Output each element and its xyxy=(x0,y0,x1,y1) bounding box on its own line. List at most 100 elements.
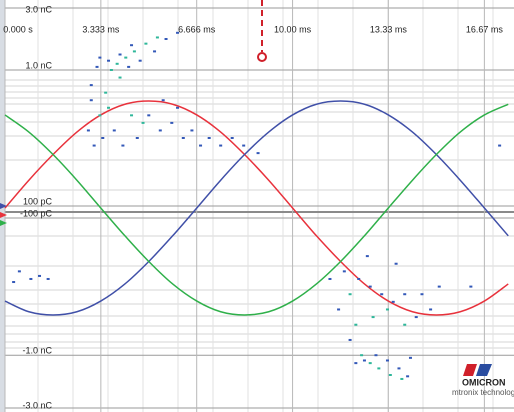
y-tick-label: 1.0 nC xyxy=(25,60,52,70)
discharge-point xyxy=(147,114,151,117)
discharge-point xyxy=(153,50,157,53)
discharge-point xyxy=(360,354,364,357)
discharge-point xyxy=(107,106,111,109)
marker-blue xyxy=(0,203,7,209)
discharge-point xyxy=(107,59,111,62)
grid xyxy=(4,0,514,412)
discharge-point xyxy=(29,277,33,280)
discharge-point xyxy=(365,255,369,258)
discharge-point xyxy=(400,377,404,380)
x-tick-label: 3.333 ms xyxy=(82,24,120,34)
discharge-point xyxy=(420,293,424,296)
discharge-point xyxy=(362,359,366,362)
discharge-point xyxy=(164,38,168,40)
discharge-point xyxy=(429,308,433,311)
discharge-point xyxy=(98,114,102,117)
wave-line xyxy=(4,103,509,316)
discharge-point xyxy=(118,76,122,79)
discharge-point xyxy=(397,367,401,370)
discharge-point xyxy=(144,42,148,45)
discharge-point xyxy=(357,277,361,280)
discharge-point xyxy=(89,84,93,87)
discharge-point xyxy=(158,129,162,132)
discharge-point xyxy=(469,285,473,288)
logo-mark xyxy=(476,364,492,376)
discharge-point xyxy=(406,375,410,378)
y-tick-label: -3.0 nC xyxy=(22,400,52,410)
discharge-point xyxy=(368,285,372,288)
discharge-point xyxy=(385,359,389,362)
x-tick-label: 13.33 ms xyxy=(370,24,408,34)
discharge-point xyxy=(155,36,159,39)
logo-tagline: mtronix technology xyxy=(452,388,514,397)
wave-line xyxy=(4,100,509,316)
discharge-point xyxy=(104,91,108,94)
y-tick-label: 100 pC xyxy=(23,196,53,206)
discharge-point xyxy=(199,144,203,147)
wave-line xyxy=(4,100,509,316)
discharge-point xyxy=(127,65,131,68)
discharge-point xyxy=(161,99,165,102)
discharge-point xyxy=(408,356,412,359)
discharge-point xyxy=(391,300,395,303)
discharge-point xyxy=(498,144,502,147)
discharge-point xyxy=(394,262,398,265)
discharge-point xyxy=(170,121,174,124)
discharge-point xyxy=(92,144,96,147)
discharge-point xyxy=(377,367,381,370)
discharge-point xyxy=(181,137,185,139)
discharge-point xyxy=(98,56,102,59)
discharge-point xyxy=(109,69,113,71)
x-tick-label: 16.67 ms xyxy=(466,24,504,34)
logo-name: OMICRON xyxy=(462,377,506,387)
discharge-point xyxy=(403,293,407,296)
discharge-point xyxy=(89,99,93,102)
discharge-point xyxy=(141,121,145,124)
y-tick-label: -100 pC xyxy=(20,208,53,218)
marker-green xyxy=(0,220,7,226)
discharge-point xyxy=(380,293,384,296)
discharge-point xyxy=(86,129,90,132)
marks xyxy=(4,31,509,380)
marker-red xyxy=(0,212,7,218)
discharge-point xyxy=(95,65,99,68)
discharge-point xyxy=(242,144,246,147)
discharge-point xyxy=(118,53,122,56)
discharge-point xyxy=(371,316,375,319)
discharge-point xyxy=(132,50,136,53)
discharge-point xyxy=(354,323,358,326)
x-tick-label: 0.000 s xyxy=(3,24,33,34)
logo-mark xyxy=(463,364,477,376)
discharge-point xyxy=(374,354,378,357)
discharge-point xyxy=(38,274,42,277)
discharge-point xyxy=(354,362,358,365)
x-tick-label: 6.666 ms xyxy=(178,24,216,34)
y-tick-label: 3.0 nC xyxy=(25,4,52,14)
discharge-point xyxy=(112,129,116,132)
discharge-point xyxy=(342,270,346,273)
discharge-point xyxy=(130,114,134,117)
discharge-point xyxy=(190,129,194,132)
discharge-point xyxy=(46,277,50,280)
discharge-point xyxy=(121,144,125,147)
discharge-point xyxy=(403,323,407,326)
discharge-point xyxy=(115,62,119,65)
discharge-point xyxy=(337,308,341,311)
discharge-point xyxy=(230,137,234,139)
discharge-point xyxy=(17,270,21,273)
discharge-point xyxy=(437,285,441,288)
discharge-point xyxy=(176,31,180,34)
discharge-point xyxy=(368,362,372,365)
discharge-point xyxy=(130,44,134,47)
discharge-point xyxy=(385,308,389,311)
discharge-point xyxy=(256,152,260,155)
y-tick-label: -1.0 nC xyxy=(22,346,52,356)
discharge-point xyxy=(328,277,332,280)
discharge-point xyxy=(124,56,128,59)
discharge-point xyxy=(348,293,352,296)
discharge-point xyxy=(138,59,142,62)
discharge-point xyxy=(12,281,16,284)
cursor-handle[interactable] xyxy=(257,52,267,62)
discharge-point xyxy=(207,137,211,139)
